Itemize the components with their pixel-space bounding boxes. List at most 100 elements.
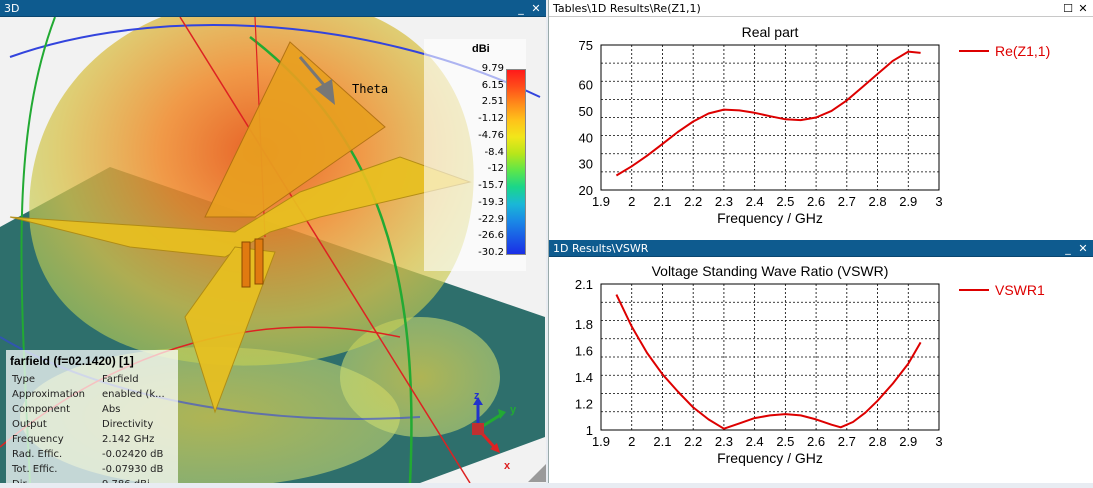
3d-panel-title: 3D [4,2,20,15]
y-tick-label: 75 [579,38,593,53]
series-line [615,294,922,430]
farfield-info-box: farfield (f=02.1420) [1] Type Farfield App… [6,350,178,483]
info-row-label: Component [12,404,71,415]
colorbar-tick-label: -30.2 [478,247,504,258]
x-tick-label: 2.5 [776,194,794,209]
re-z11-titlebar[interactable]: Tables\1D Results\Re(Z1,1) ☐ ✕ [549,0,1093,17]
x-tick-label: 2.6 [807,434,825,449]
y-tick-label: 1.2 [575,396,593,411]
info-row-label: Output [12,419,47,430]
restore-button[interactable]: ☐ [1063,2,1073,15]
axis-line-1 [179,17,471,483]
x-tick-label: 2.3 [715,194,733,209]
y-tick-label: 1.8 [575,317,593,332]
x-tick-label: 2.5 [776,434,794,449]
colorbar-tick-label: -4.76 [478,129,504,141]
x-tick-label: 2.4 [746,194,764,209]
x-axis-label: Frequency / GHz [717,210,823,226]
antenna-arm-upper [204,41,386,218]
x-tick-label: 2.4 [746,434,764,449]
info-row-value: -0.02420 dB [102,449,164,460]
z-axis-label: z [474,390,480,402]
x-tick-label: 2.6 [807,194,825,209]
colorbar-tick-label: -26.6 [478,230,504,242]
vswr-chart-area[interactable]: Voltage Standing Wave Ratio (VSWR) 1.9 2 2.… [549,257,1093,488]
info-row-label: Type [12,374,35,385]
y-tick-label: 60 [579,78,593,93]
info-row-value: Abs [102,404,121,415]
colorbar-tick-label: 6.15 [481,79,504,91]
side-lobe [340,317,500,437]
3d-panel-titlebar[interactable]: 3D _ ✕ [0,0,546,17]
theta-label: Theta [352,82,388,96]
info-row-label: Rad. Effic. [12,449,63,460]
x-tick-label: 1.9 [592,194,610,209]
x-tick-label: 2 [628,194,635,209]
vswr-titlebar[interactable]: 1D Results\VSWR _ ✕ [549,240,1093,257]
info-row-value: 9.786 dBi [102,479,150,483]
minimize-button[interactable]: _ [1065,242,1071,255]
colorbar-tick-label: -8.4 [484,146,504,158]
info-row-value: -0.07930 dB [102,464,164,475]
colorbar-tick-label: -19.3 [478,196,504,208]
colorbar-tick-label: 2.51 [481,96,504,108]
x-tick-label: 2.9 [899,434,917,449]
colorbar-tick-label: 9.79 [481,63,504,74]
vswr-chart: Voltage Standing Wave Ratio (VSWR) 1.9 2 2.… [575,263,1045,466]
colorbar-tick-label: -22.9 [478,213,504,225]
x-tick-label: 2.1 [653,434,671,449]
vswr-title: 1D Results\VSWR [553,242,649,255]
y-axis-label: y [510,404,517,416]
y-tick-label: 2.1 [575,277,593,292]
3d-viewport[interactable]: Theta z y x dBi 9.79 6.15 2.51 -1.12 -4.76 -8… [0,17,546,483]
x-axis-label: Frequency / GHz [717,450,823,466]
x-tick-label: 2.9 [899,194,917,209]
re-z11-title: Tables\1D Results\Re(Z1,1) [553,2,701,15]
vswr-panel[interactable]: 1D Results\VSWR _ ✕ Voltage Standing Wav… [548,240,1093,483]
info-row-value: 2.142 GHz [102,434,155,445]
x-tick-label: 2.7 [838,194,856,209]
colorbar-tick-label: -1.12 [478,113,504,125]
axis-triad: z y x [472,390,517,472]
resize-corner-marker [528,464,546,482]
colorbar-legend: dBi 9.79 6.15 2.51 -1.12 -4.76 -8.4 -12 -15.7 -1… [424,39,526,271]
x-tick-label: 2.8 [869,434,887,449]
x-tick-label: 2.2 [684,434,702,449]
y-tick-label: 40 [579,130,593,145]
y-tick-label: 1.4 [575,370,593,385]
y-tick-label: 1.6 [575,343,593,358]
close-button[interactable]: ✕ [1078,242,1088,255]
minimize-button[interactable]: _ [518,2,524,15]
feed-pin-1 [241,241,251,288]
x-tick-label: 1.9 [592,434,610,449]
info-row-value: Farfield [102,374,139,385]
farfield-3d-panel[interactable]: 3D _ ✕ [0,0,546,483]
info-row-label: Approximation [12,389,85,400]
theta-arrow-head [315,79,335,105]
info-row-label: Tot. Effic. [12,464,58,475]
re-z11-panel[interactable]: Tables\1D Results\Re(Z1,1) ☐ ✕ Real part… [548,0,1093,240]
legend-label: Re(Z1,1) [995,43,1050,59]
feed-pin-2 [254,238,264,285]
re-z11-chart-area[interactable]: Real part 1.9 2 2.1 2.2 2.3 2.4 2.5 2.6 2.7 2.8 2.9… [549,17,1093,245]
x-tick-label: 2.7 [838,434,856,449]
antenna-arm-middle [9,156,472,258]
close-button[interactable]: ✕ [1078,2,1088,15]
x-tick-label: 3 [935,434,942,449]
x-axis-label: x [504,460,511,472]
colorbar-tick-label: -12 [487,163,504,175]
x-tick-label: 2.8 [869,194,887,209]
y-tick-label: 50 [579,104,593,119]
close-button[interactable]: ✕ [531,2,541,15]
y-tick-label: 30 [579,157,593,172]
x-tick-label: 3 [935,194,942,209]
farfield-info-title: farfield (f=02.1420) [1] [10,354,134,368]
series-line [615,50,921,177]
info-row-label: Frequency [12,434,64,445]
legend-label: VSWR1 [995,282,1045,298]
info-row-label: Dir. [12,479,29,483]
y-tick-label: 1 [586,423,593,438]
colorbar-tick-label: -15.7 [478,180,504,192]
y-tick-label: 20 [579,183,593,198]
colorbar-gradient [506,69,526,255]
